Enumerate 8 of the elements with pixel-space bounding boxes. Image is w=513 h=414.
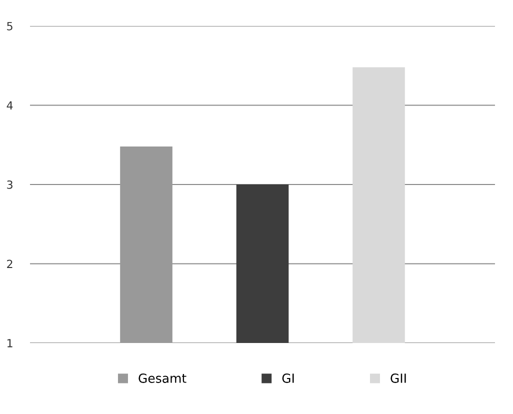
y-tick-label: 1: [7, 339, 12, 348]
y-tick-label: 5: [7, 22, 12, 30]
legend-label: Gesamt: [138, 373, 186, 383]
legend-label: GII: [390, 373, 406, 383]
y-tick-label: 2: [7, 260, 12, 268]
y-tick-label: 4: [6, 101, 13, 110]
legend-label: GI: [282, 373, 294, 383]
y-tick-label: 3: [7, 180, 12, 189]
